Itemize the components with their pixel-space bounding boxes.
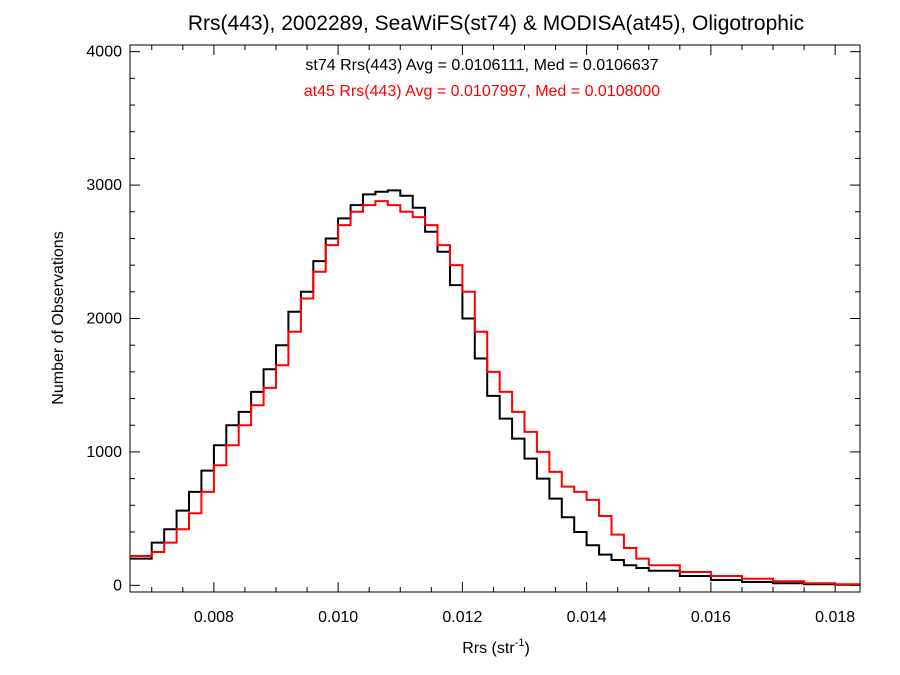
y-axis-label: Number of Observations: [50, 231, 67, 404]
x-axis-label-main: Rrs (str: [462, 640, 515, 657]
x-axis-label: Rrs (str-1): [462, 637, 530, 657]
x-axis-ticks: 0.008 0.010 0.012 0.014 0.016 0.018: [151, 45, 855, 626]
stat-annotation-st74: st74 Rrs(443) Avg = 0.0106111, Med = 0.0…: [305, 57, 658, 74]
y-tick-label: 3000: [86, 177, 122, 194]
y-tick-label: 2000: [86, 311, 122, 328]
x-axis-label-superscript: -1: [515, 637, 525, 649]
x-tick-label: 0.016: [691, 609, 731, 626]
stat-annotation-at45: at45 Rrs(443) Avg = 0.0107997, Med = 0.0…: [304, 83, 661, 100]
plot-area-border: [129, 44, 861, 593]
series-at45-line: [130, 200, 861, 586]
x-tick-label: 0.018: [815, 609, 855, 626]
series-layer: [130, 189, 861, 586]
y-tick-label: 4000: [86, 44, 122, 61]
chart-title: Rrs(443), 2002289, SeaWiFS(st74) & MODIS…: [188, 12, 804, 35]
series-st74-line: [130, 189, 861, 586]
plot-frame: [129, 44, 861, 593]
y-tick-label: 1000: [86, 444, 122, 461]
x-tick-label: 0.012: [442, 609, 482, 626]
x-tick-label: 0.014: [567, 609, 607, 626]
x-tick-label: 0.008: [194, 609, 234, 626]
x-axis-label-close: ): [524, 640, 529, 657]
x-tick-label: 0.010: [318, 609, 358, 626]
y-axis-ticks: 0 1000 2000 3000 4000: [86, 44, 860, 594]
y-tick-label: 0: [113, 577, 122, 594]
